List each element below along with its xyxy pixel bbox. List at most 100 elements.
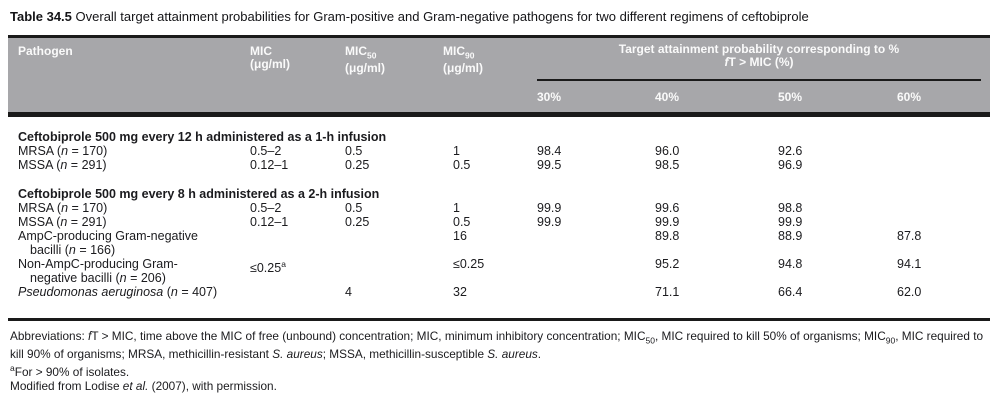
cell-p30 (529, 285, 647, 299)
cell-mic50: 4 (345, 285, 352, 299)
cell-p40: 99.6 (655, 201, 680, 215)
cell-mic90: 1 (453, 201, 460, 215)
table-header: Pathogen MIC (μg/ml) MIC50 (μg/ml) MIC90… (8, 38, 990, 112)
table-row: MSSA (n = 291) 0.12–1 0.25 0.5 99.5 98.5… (8, 158, 990, 172)
cell-p50: 92.6 (778, 144, 803, 158)
cell-mic50 (345, 257, 443, 285)
cell-mic50: 0.25 (345, 215, 370, 229)
cell-p30: 99.9 (537, 215, 562, 229)
column-header-50pct: 50% (778, 90, 803, 104)
mic90-label: MIC90 (443, 44, 475, 61)
cell-p30 (529, 257, 647, 285)
cell-p40: 99.9 (655, 215, 680, 229)
cell-mic90: ≤0.25 (453, 257, 485, 271)
column-header-mic50: MIC50 (μg/ml) (345, 38, 443, 112)
cell-pathogen: Non-AmpC-producing Gram- negative bacill… (8, 257, 250, 285)
mic50-label: MIC50 (345, 44, 377, 61)
target-attainment-line2: fT > MIC (%) (724, 55, 794, 69)
column-header-mic90: MIC90 (μg/ml) (443, 38, 529, 112)
mic50-unit: (μg/ml) (345, 61, 386, 76)
mic-label: MIC (250, 44, 272, 58)
cell-p50: 96.9 (778, 158, 803, 172)
table-row: MRSA (n = 170) 0.5–2 0.5 1 99.9 99.6 98.… (8, 201, 990, 215)
cell-pathogen: MSSA (n = 291) (18, 158, 107, 172)
section-heading-12h: Ceftobiprole 500 mg every 12 h administe… (18, 130, 387, 144)
cell-pathogen: AmpC-producing Gram-negative bacilli (n … (8, 229, 250, 257)
table-top-rule (8, 35, 990, 38)
cell-p50: 88.9 (778, 229, 803, 243)
cell-p30: 99.9 (537, 201, 562, 215)
cell-p30: 98.4 (537, 144, 562, 158)
table-row: Non-AmpC-producing Gram- negative bacill… (8, 257, 990, 285)
footnote-source: Modified from Lodise et al. (2007), with… (10, 378, 277, 393)
pathogen-line2: bacilli (n = 166) (30, 243, 116, 257)
footnote-a: aFor > 90% of isolates. (10, 362, 130, 379)
cell-p40: 96.0 (655, 144, 680, 158)
cell-p50: 99.9 (778, 215, 803, 229)
cell-mic50: 0.5 (345, 201, 363, 215)
cell-mic50 (345, 229, 443, 257)
cell-mic90: 0.5 (453, 158, 471, 172)
cell-mic: 0.12–1 (250, 215, 289, 229)
column-header-30pct: 30% (537, 90, 562, 104)
mic90-unit: (μg/ml) (443, 61, 484, 76)
cell-mic50: 0.25 (345, 158, 370, 172)
cell-p40: 95.2 (655, 257, 680, 271)
column-header-target-attainment: Target attainment probability correspond… (537, 38, 981, 81)
cell-p50: 94.8 (778, 257, 803, 271)
cell-mic (250, 285, 345, 299)
table-body: Ceftobiprole 500 mg every 12 h administe… (8, 117, 990, 318)
cell-pathogen: MRSA (n = 170) (18, 201, 108, 215)
pathogen-line1: AmpC-producing Gram-negative (18, 229, 198, 243)
table-bottom-rule (8, 318, 990, 321)
cell-p30: 99.5 (537, 158, 562, 172)
table-footnotes: Abbreviations: fT > MIC, time above the … (10, 329, 988, 393)
column-header-60pct: 60% (897, 90, 922, 104)
table-row: AmpC-producing Gram-negative bacilli (n … (8, 229, 990, 257)
cell-p30 (529, 229, 647, 257)
cell-p60 (889, 158, 990, 172)
cell-p60 (889, 215, 990, 229)
cell-p40: 89.8 (655, 229, 680, 243)
footnote-abbreviations: Abbreviations: fT > MIC, time above the … (10, 329, 984, 362)
cell-mic: ≤0.25a (250, 259, 286, 276)
cell-p40: 98.5 (655, 158, 680, 172)
column-header-pathogen: Pathogen (18, 44, 73, 58)
cell-mic90: 32 (453, 285, 467, 299)
table-row: MRSA (n = 170) 0.5–2 0.5 1 98.4 96.0 92.… (8, 144, 990, 158)
pathogen-line2: negative bacilli (n = 206) (30, 271, 166, 285)
header-bottom-rule (8, 112, 990, 117)
cell-mic: 0.5–2 (250, 144, 282, 158)
cell-mic90: 16 (453, 229, 467, 243)
cell-p60: 87.8 (897, 229, 922, 243)
pathogen-line1: Non-AmpC-producing Gram- (18, 257, 178, 271)
cell-mic90: 1 (453, 144, 460, 158)
cell-p60: 94.1 (897, 257, 922, 271)
cell-p50: 66.4 (778, 285, 803, 299)
table-caption: Table 34.5 Overall target attainment pro… (10, 9, 809, 25)
cell-mic: 0.12–1 (250, 158, 289, 172)
cell-p60 (889, 144, 990, 158)
table-number: Table 34.5 (10, 9, 72, 24)
section-heading-8h: Ceftobiprole 500 mg every 8 h administer… (18, 187, 380, 201)
cell-p60: 62.0 (897, 285, 922, 299)
target-attainment-line1: Target attainment probability correspond… (618, 42, 900, 56)
data-table: Pathogen MIC (μg/ml) MIC50 (μg/ml) MIC90… (8, 35, 990, 321)
table-caption-text: Overall target attainment probabilities … (71, 9, 809, 24)
cell-mic90: 0.5 (453, 215, 471, 229)
cell-pathogen: Pseudomonas aeruginosa (n = 407) (18, 285, 218, 299)
mic-unit: (μg/ml) (250, 57, 291, 71)
cell-p60 (889, 201, 990, 215)
cell-p40: 71.1 (655, 285, 680, 299)
cell-pathogen: MRSA (n = 170) (18, 144, 108, 158)
column-header-mic: MIC (μg/ml) (250, 38, 345, 112)
cell-mic: 0.5–2 (250, 201, 282, 215)
table-row: MSSA (n = 291) 0.12–1 0.25 0.5 99.9 99.9… (8, 215, 990, 229)
cell-pathogen: MSSA (n = 291) (18, 215, 107, 229)
cell-p50: 98.8 (778, 201, 803, 215)
cell-mic (250, 229, 345, 257)
cell-mic50: 0.5 (345, 144, 363, 158)
column-header-40pct: 40% (655, 90, 680, 104)
table-row: Pseudomonas aeruginosa (n = 407) 4 32 71… (8, 285, 990, 299)
